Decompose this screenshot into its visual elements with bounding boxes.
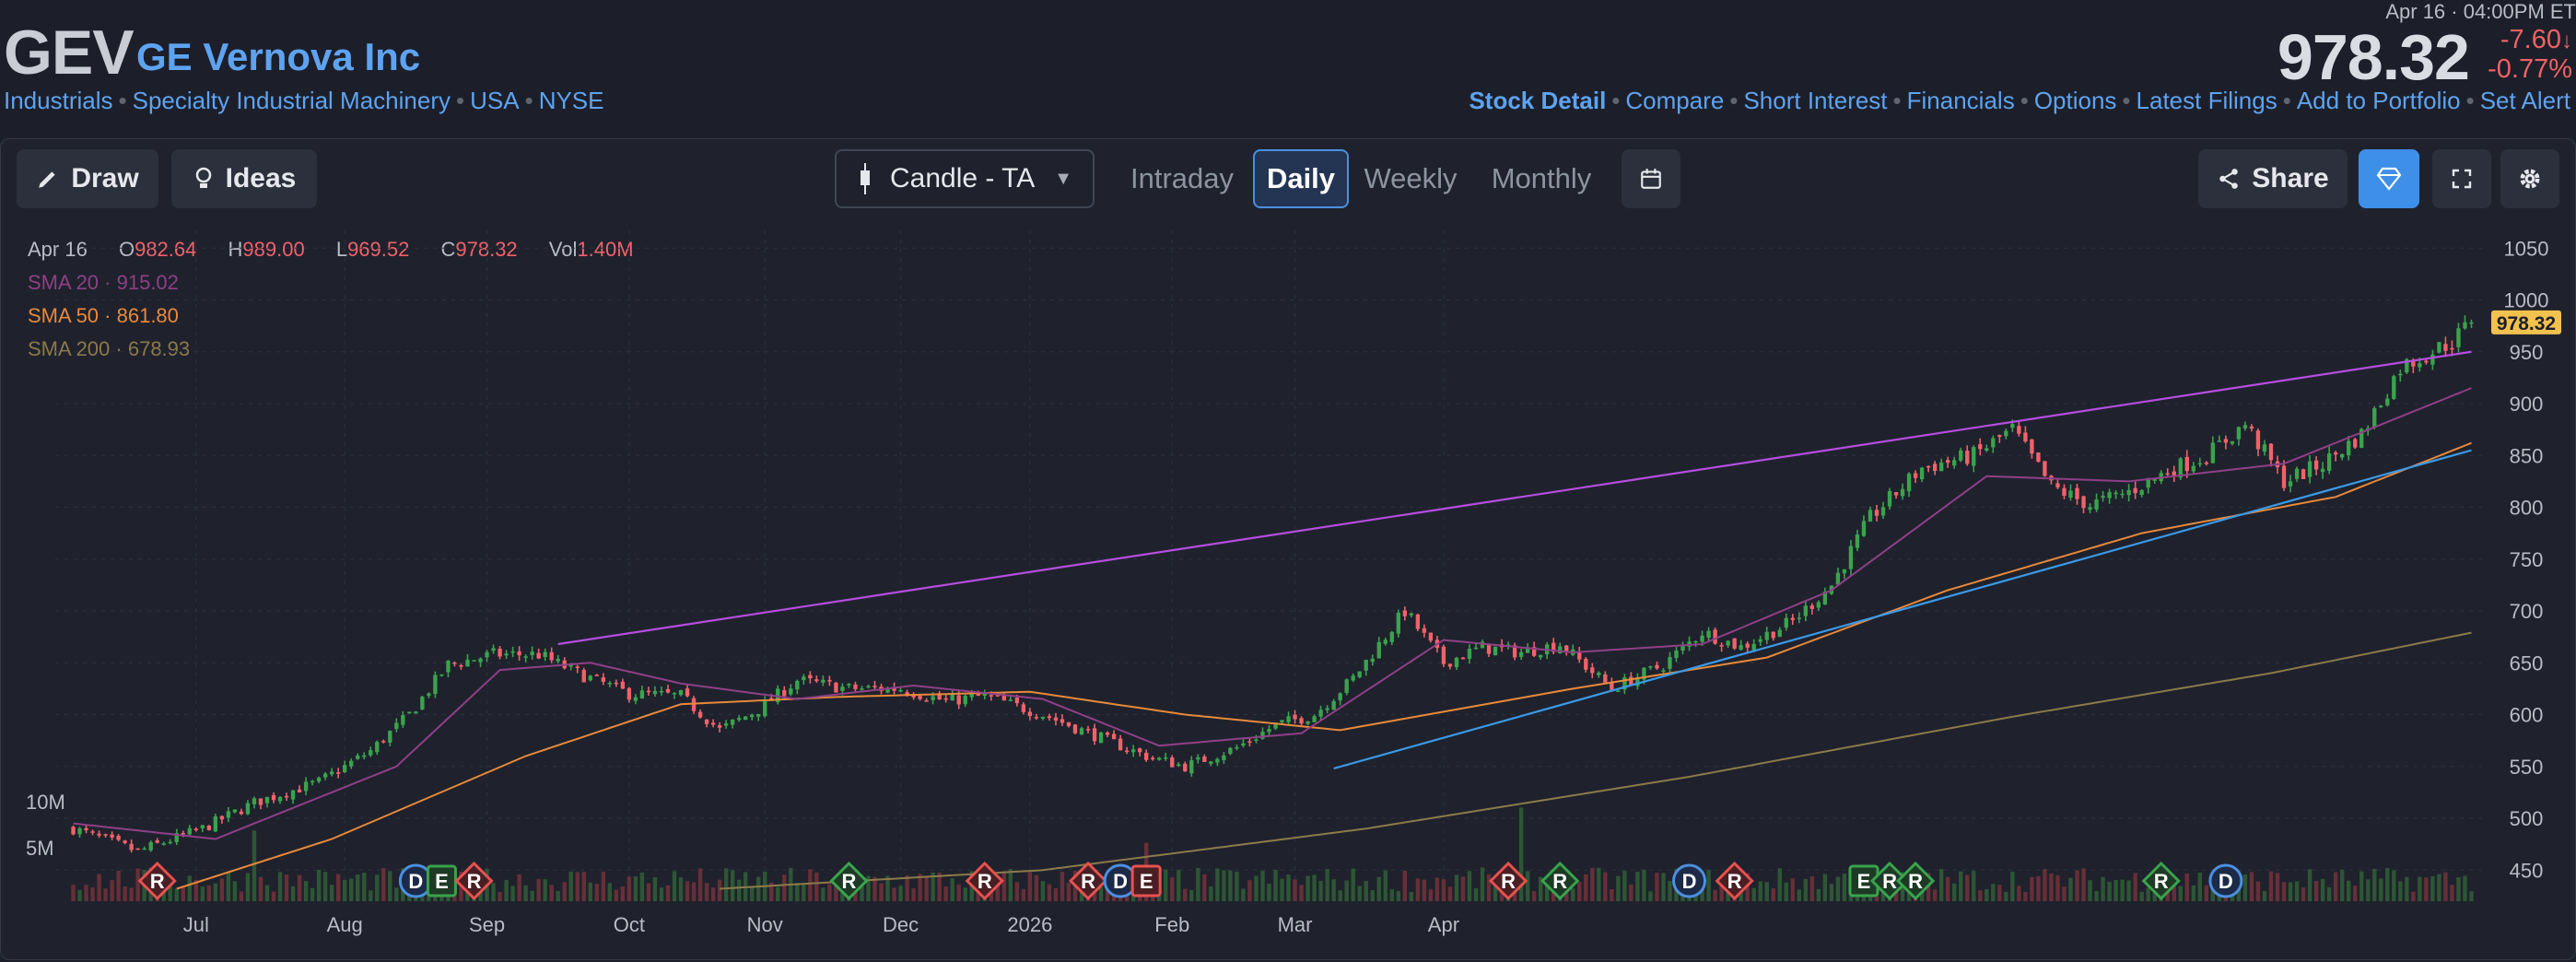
sma200-name: SMA 200 bbox=[28, 337, 111, 360]
open-value: 982.64 bbox=[135, 238, 197, 261]
share-icon bbox=[2219, 169, 2239, 189]
quote-nav-links: Stock Detail • Compare • Short Interest • Fina… bbox=[1469, 87, 2570, 114]
link-set-alert[interactable]: Set Alert bbox=[2479, 87, 2570, 114]
price-change: -7.60↓ -0.77% bbox=[2488, 26, 2572, 83]
open-label: O bbox=[118, 238, 135, 261]
draw-button[interactable]: Draw bbox=[17, 149, 158, 208]
diamond-icon bbox=[2376, 167, 2402, 191]
calendar-button[interactable] bbox=[1622, 149, 1680, 208]
draw-label: Draw bbox=[71, 163, 139, 194]
close-value: 978.32 bbox=[455, 238, 518, 261]
ohlc-legend: Apr 16 O982.64 H989.00 L969.52 C978.32 V… bbox=[28, 238, 634, 262]
link-add-to-portfolio[interactable]: Add to Portfolio bbox=[2296, 87, 2461, 114]
tag-country[interactable]: USA bbox=[470, 87, 520, 114]
high-label: H bbox=[228, 238, 243, 261]
sector-tags: Industrials • Specialty Industrial Machine… bbox=[4, 87, 604, 114]
fullscreen-button[interactable] bbox=[2432, 149, 2491, 208]
low-value: 969.52 bbox=[347, 238, 410, 261]
close-label: C bbox=[440, 238, 456, 261]
sma200-value: 678.93 bbox=[127, 337, 191, 360]
link-latest-filings[interactable]: Latest Filings bbox=[2136, 87, 2277, 114]
tag-exchange[interactable]: NYSE bbox=[538, 87, 604, 114]
calendar-icon bbox=[1641, 169, 1661, 189]
chevron-down-icon: ▼ bbox=[1054, 168, 1072, 189]
volume-label: Vol bbox=[548, 238, 578, 261]
sma20-value: 915.02 bbox=[116, 271, 179, 294]
fullscreen-icon bbox=[2452, 169, 2472, 189]
chart-type-dropdown[interactable]: Candle - TA ▼ bbox=[835, 149, 1095, 208]
candle-icon bbox=[861, 163, 870, 194]
ticker-symbol: GEV bbox=[4, 18, 135, 88]
sma50-name: SMA 50 bbox=[28, 304, 100, 327]
low-label: L bbox=[335, 238, 348, 261]
tag-sector[interactable]: Industrials bbox=[4, 87, 113, 114]
company-name[interactable]: GE Vernova Inc bbox=[136, 35, 421, 78]
settings-button[interactable] bbox=[2500, 149, 2559, 208]
link-financials[interactable]: Financials bbox=[1906, 87, 2015, 114]
chart-type-label: Candle - TA bbox=[890, 163, 1036, 194]
ohlc-date: Apr 16 bbox=[28, 238, 88, 261]
tab-daily[interactable]: Daily bbox=[1253, 149, 1349, 208]
arrow-down-icon: ↓ bbox=[2561, 29, 2572, 53]
tab-monthly[interactable]: Monthly bbox=[1491, 162, 1592, 194]
ideas-button[interactable]: Ideas bbox=[171, 149, 317, 208]
link-short-interest[interactable]: Short Interest bbox=[1743, 87, 1888, 114]
tab-intraday[interactable]: Intraday bbox=[1130, 162, 1234, 194]
sma20-legend: SMA 20 · 915.02 bbox=[28, 271, 179, 294]
sma50-legend: SMA 50 · 861.80 bbox=[28, 304, 179, 327]
volume-value: 1.40M bbox=[577, 238, 634, 261]
change-percent: -0.77% bbox=[2488, 54, 2572, 84]
sma50-value: 861.80 bbox=[116, 304, 179, 327]
lightbulb-icon bbox=[195, 167, 211, 188]
link-compare[interactable]: Compare bbox=[1625, 87, 1725, 114]
tag-industry[interactable]: Specialty Industrial Machinery bbox=[132, 87, 451, 114]
premium-button[interactable] bbox=[2359, 149, 2419, 208]
change-value: -7.60 bbox=[2500, 25, 2561, 54]
link-stock-detail[interactable]: Stock Detail bbox=[1469, 87, 1607, 114]
high-value: 989.00 bbox=[242, 238, 305, 261]
share-label: Share bbox=[2252, 163, 2329, 194]
last-price: 978.32 bbox=[2277, 21, 2470, 93]
sma200-legend: SMA 200 · 678.93 bbox=[28, 337, 191, 360]
link-options[interactable]: Options bbox=[2033, 87, 2117, 114]
ideas-label: Ideas bbox=[225, 163, 297, 194]
gear-icon bbox=[2520, 169, 2540, 189]
pencil-icon bbox=[39, 171, 55, 188]
tab-weekly[interactable]: Weekly bbox=[1364, 162, 1458, 194]
sma20-name: SMA 20 bbox=[28, 271, 100, 294]
quote-header: GEV GE Vernova Inc Industrials • Specialty… bbox=[0, 0, 2576, 138]
share-button[interactable]: Share bbox=[2198, 149, 2348, 208]
quote-datetime: Apr 16 · 04:00PM ET bbox=[2385, 0, 2576, 23]
